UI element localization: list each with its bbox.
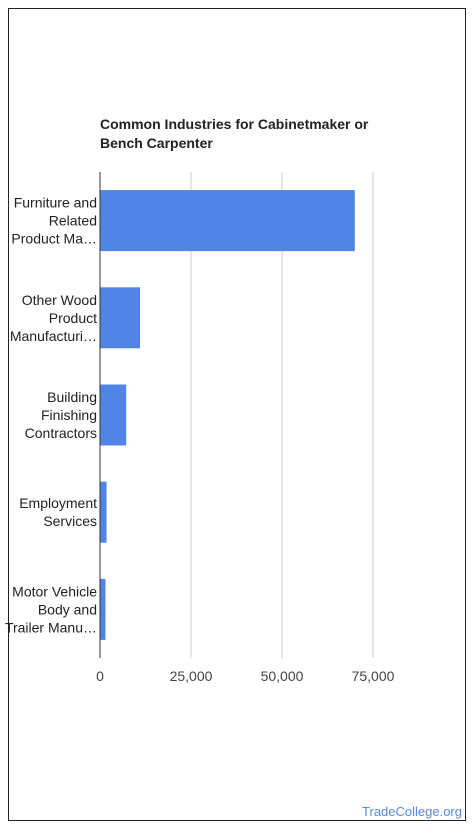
- category-label-1-line-0: Other Wood: [22, 292, 97, 308]
- category-label-2: Building Finishing Contractors: [25, 389, 97, 441]
- category-label-4-line-2: Trailer Manu…: [5, 619, 97, 635]
- x-tick-label-0: 0: [96, 668, 104, 684]
- category-label-2-line-2: Contractors: [25, 425, 97, 441]
- bar-2[interactable]: [100, 384, 127, 446]
- x-tick-label-1: 25,000: [170, 668, 213, 684]
- category-label-1-line-2: Manufacturi…: [10, 328, 97, 344]
- bar-4[interactable]: [100, 578, 106, 640]
- category-label-2-line-0: Building: [47, 389, 97, 405]
- category-label-4-line-1: Body and: [38, 601, 97, 617]
- category-label-0-line-2: Product Ma…: [11, 231, 97, 247]
- x-tick-label-3: 75,000: [352, 668, 395, 684]
- watermark-link[interactable]: TradeCollege.org: [362, 804, 462, 819]
- category-label-3: Employment Services: [19, 495, 97, 529]
- category-label-0-line-1: Related: [49, 213, 97, 229]
- bar-1[interactable]: [100, 287, 141, 349]
- chart-frame: [8, 8, 466, 821]
- category-label-4: Motor Vehicle Body and Trailer Manu…: [5, 583, 97, 635]
- category-label-3-line-0: Employment: [19, 495, 97, 511]
- category-label-1-line-1: Product: [49, 310, 97, 326]
- bar-3[interactable]: [100, 481, 107, 543]
- category-label-3-line-1: Services: [43, 513, 97, 529]
- category-label-1: Other Wood Product Manufacturi…: [10, 292, 97, 344]
- category-label-4-line-0: Motor Vehicle: [12, 583, 97, 599]
- bar-0[interactable]: [100, 190, 355, 252]
- x-tick-label-2: 50,000: [261, 668, 304, 684]
- chart-title: Common Industries for Cabinetmaker or Be…: [100, 115, 400, 153]
- category-label-0: Furniture and Related Product Ma…: [11, 195, 97, 247]
- category-label-2-line-1: Finishing: [41, 407, 97, 423]
- chart-title-line-2: Bench Carpenter: [100, 135, 213, 151]
- category-label-0-line-0: Furniture and: [14, 195, 97, 211]
- chart-title-line-1: Common Industries for Cabinetmaker or: [100, 116, 369, 132]
